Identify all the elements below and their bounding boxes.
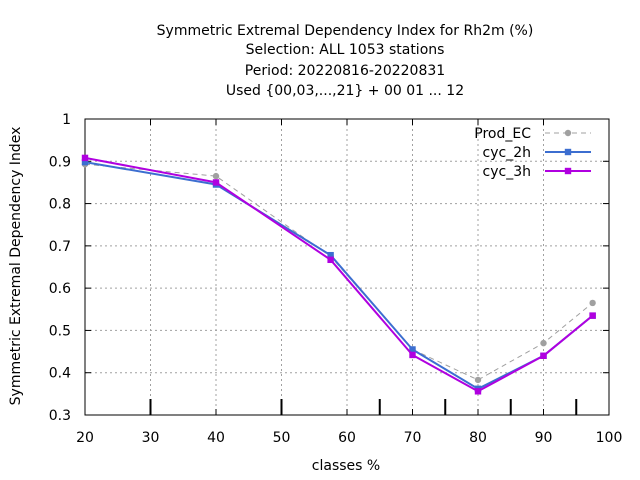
series-layer <box>81 154 596 395</box>
legend-entry: Prod_EC <box>474 126 591 142</box>
series-line <box>84 156 594 393</box>
series-Prod_EC <box>81 161 596 384</box>
x-tick-label: 40 <box>207 430 225 446</box>
plot-frame <box>84 118 610 416</box>
series-line <box>84 163 593 381</box>
chart-title: Symmetric Extremal Dependency Index for … <box>157 23 534 99</box>
data-point <box>540 339 547 347</box>
data-point <box>589 312 596 319</box>
x-tick-label: 80 <box>469 430 487 446</box>
data-point <box>327 251 334 259</box>
y-tick-labels: 0.3 0.4 0.5 0.6 0.7 0.8 0.9 1 <box>49 112 71 424</box>
legend-marker <box>564 167 572 175</box>
x-tick-label: 60 <box>338 430 356 446</box>
title-line-3: Period: 20220816-20220831 <box>245 63 445 79</box>
x-axis-label: classes % <box>312 458 380 474</box>
y-tick-label: 1 <box>62 112 71 128</box>
data-point <box>212 179 220 186</box>
legend-marker <box>564 129 572 137</box>
legend-entry: cyc_2h <box>483 145 591 161</box>
y-tick-label: 0.8 <box>49 197 71 213</box>
legend-entry: cyc_3h <box>483 164 591 180</box>
x-tick-label: 50 <box>273 430 291 446</box>
data-point <box>474 376 482 384</box>
legend-label: cyc_3h <box>483 164 531 180</box>
data-point <box>81 154 89 162</box>
y-tick-label: 0.5 <box>49 323 71 339</box>
title-line-2: Selection: ALL 1053 stations <box>246 42 445 58</box>
series-cyc_3h <box>81 154 596 395</box>
legend-label: Prod_EC <box>474 126 531 142</box>
x-tick-label: 70 <box>404 430 422 446</box>
data-point <box>540 352 547 359</box>
y-tick-label: 0.9 <box>49 154 71 170</box>
data-point <box>409 346 416 353</box>
y-tick-label: 0.6 <box>49 281 71 297</box>
x-tick-label: 30 <box>142 430 160 446</box>
y-tick-label: 0.3 <box>49 408 71 424</box>
data-point <box>589 299 596 307</box>
data-point <box>81 158 89 166</box>
title-line-1: Symmetric Extremal Dependency Index for … <box>157 23 534 39</box>
x-tick-label: 20 <box>76 430 94 446</box>
legend-label: cyc_2h <box>483 145 531 161</box>
series-line <box>84 161 594 390</box>
class-boundary-ticks <box>149 399 578 415</box>
data-point <box>474 388 482 395</box>
legend-marker <box>564 148 572 156</box>
y-tick-label: 0.4 <box>49 366 71 382</box>
data-point <box>212 172 220 180</box>
y-tick-label: 0.7 <box>49 239 71 255</box>
x-tick-labels: 20 30 40 50 60 70 80 90 100 <box>76 430 622 446</box>
title-line-4: Used {00,03,...,21} + 00 01 ... 12 <box>226 83 464 99</box>
x-tick-label: 90 <box>535 430 553 446</box>
grid <box>85 119 609 415</box>
data-point <box>327 256 334 264</box>
data-point <box>409 351 416 359</box>
y-axis-label: Symmetric Extremal Dependency Index <box>8 127 24 406</box>
x-tick-label: 100 <box>596 430 623 446</box>
legend: Prod_EC cyc_2h cyc_3h <box>474 126 591 180</box>
